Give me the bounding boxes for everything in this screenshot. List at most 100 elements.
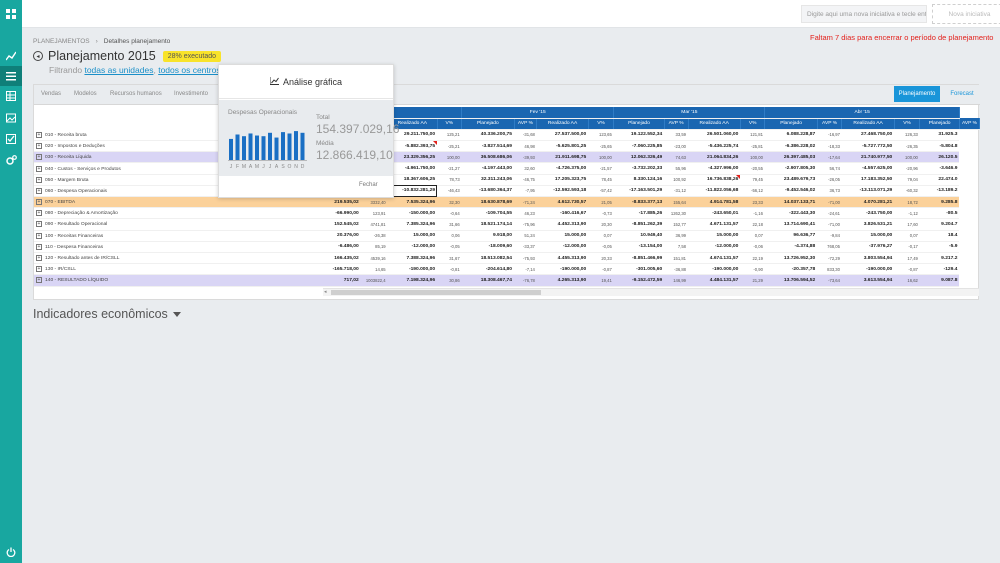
cell-value[interactable]: 21.064.834,26: [688, 151, 741, 164]
cell-value[interactable]: 40.336.200,75: [461, 129, 514, 142]
line-chart-icon[interactable]: [4, 49, 18, 63]
cell-value[interactable]: 31.925.3: [919, 129, 960, 142]
grid-icon[interactable]: [4, 7, 18, 21]
tab-vendas[interactable]: Vendas: [41, 91, 62, 97]
cell-value[interactable]: 14.037.133,71: [764, 196, 818, 209]
cell-value[interactable]: 4.452.313,90: [536, 218, 589, 231]
cell-value[interactable]: 19.122.552,34: [613, 129, 665, 142]
cell-value[interactable]: 23.489.679,73: [764, 174, 818, 186]
cell-value[interactable]: -5.625.801,25: [536, 140, 589, 153]
cell-value[interactable]: -4.726.375,00: [536, 162, 589, 175]
cell-value[interactable]: 3.826.531,21: [841, 218, 895, 231]
cell-value[interactable]: 18.308.467,74: [461, 274, 514, 287]
row-label[interactable]: +090 - Resultado Operacional: [34, 218, 312, 231]
cell-value[interactable]: 21.911.698,75: [536, 151, 589, 164]
cell-value[interactable]: 18.630.878,69: [461, 196, 514, 209]
cell-value[interactable]: -8.833.377,13: [613, 196, 665, 209]
cell-value[interactable]: -6.486,00: [311, 241, 361, 253]
popup-close-button[interactable]: Fechar: [359, 182, 378, 188]
expand-plus-icon[interactable]: +: [36, 154, 42, 161]
row-label[interactable]: +070 - EBITDA: [34, 196, 312, 209]
cell-value[interactable]: -160.416,67: [536, 207, 589, 220]
cell-value[interactable]: -18.009,60: [461, 241, 514, 253]
cell-value[interactable]: -80.5: [919, 207, 960, 220]
tab-recursos-humanos[interactable]: Recursos humanos: [110, 91, 162, 97]
forecast-button[interactable]: Forecast: [950, 91, 974, 97]
expand-plus-icon[interactable]: +: [36, 266, 42, 273]
cell-value[interactable]: -13.189.2: [919, 185, 960, 198]
economic-indicators-heading[interactable]: Indicadores econômicos: [33, 307, 181, 321]
cell-value[interactable]: -7.060.225,85: [613, 140, 665, 153]
cell-value[interactable]: -13.113.071,29: [841, 185, 895, 198]
cell-value[interactable]: -190.000,00: [688, 263, 741, 276]
cell-value[interactable]: -190.000,00: [841, 263, 895, 276]
row-label[interactable]: +130 - IR/CSLL: [34, 263, 312, 276]
cell-value[interactable]: -5.9: [919, 241, 960, 253]
cell-value[interactable]: -3.646.9: [919, 162, 960, 175]
cell-value[interactable]: -243.750,00: [841, 207, 895, 220]
cell-value[interactable]: 20.376,00: [311, 230, 361, 242]
new-initiative-input[interactable]: Digite aqui uma nova iniciativa e tecle …: [801, 5, 927, 23]
cell-value[interactable]: 18.4: [919, 230, 960, 242]
cell-value[interactable]: -165.718,00: [311, 263, 361, 276]
expand-plus-icon[interactable]: +: [36, 232, 42, 239]
cell-value[interactable]: -5.882.393,75: [387, 140, 438, 153]
table-icon[interactable]: [4, 89, 18, 103]
cell-value[interactable]: 32.311.243,06: [461, 174, 514, 186]
filter-units-link[interactable]: todas as unidades: [84, 65, 154, 75]
cell-value[interactable]: 717,02: [311, 274, 361, 287]
cell-value[interactable]: -150.000,00: [387, 207, 438, 220]
cell-value[interactable]: 4.914.781,58: [688, 196, 741, 209]
cell-value[interactable]: -322.443,30: [764, 207, 818, 220]
cell-value[interactable]: -2.907.805,30: [764, 162, 818, 175]
cell-value[interactable]: 13.726.952,30: [764, 252, 818, 265]
cell-value[interactable]: 13.714.690,41: [764, 218, 818, 231]
cell-value[interactable]: -13.680.364,37: [461, 185, 514, 198]
expand-plus-icon[interactable]: +: [36, 255, 42, 262]
cell-value[interactable]: 18.367.606,25: [387, 174, 438, 186]
cell-value[interactable]: -8.851.262,39: [613, 218, 665, 231]
row-label[interactable]: +020 - Impostos e Deduções: [34, 140, 312, 153]
cell-value[interactable]: 4.671.131,57: [688, 218, 741, 231]
cell-value[interactable]: 29.211.750,00: [387, 129, 438, 142]
cell-value[interactable]: 10.949,40: [613, 230, 665, 242]
cell-value[interactable]: 27.537.500,00: [536, 129, 589, 142]
cell-value[interactable]: 4.674.131,57: [688, 252, 741, 265]
row-label[interactable]: +080 - Depreciação & Amortização: [34, 207, 312, 220]
checkbox-icon[interactable]: [4, 132, 18, 146]
cell-value[interactable]: -17.885,26: [613, 207, 665, 220]
cell-value[interactable]: 15.000,00: [688, 230, 741, 242]
cell-value[interactable]: 12.062.326,49: [613, 151, 665, 164]
cell-value[interactable]: 9.918,00: [461, 230, 514, 242]
cell-value[interactable]: 15.000,00: [387, 230, 438, 242]
cell-value[interactable]: 9.285.8: [919, 196, 960, 209]
cell-value[interactable]: 7.388.324,96: [387, 252, 438, 265]
cell-value[interactable]: -4.197.443,00: [461, 162, 514, 175]
cell-value[interactable]: 96.636,77: [764, 230, 818, 242]
expand-plus-icon[interactable]: +: [36, 243, 42, 250]
cell-value[interactable]: 17.205.323,75: [536, 174, 589, 186]
cell-value[interactable]: -12.000,00: [536, 241, 589, 253]
cell-value[interactable]: -5.436.225,74: [688, 140, 741, 153]
cell-value[interactable]: 18.521.174,14: [461, 218, 514, 231]
cell-value[interactable]: 4.455.313,90: [536, 252, 589, 265]
cell-value[interactable]: 22.474.0: [919, 174, 960, 186]
cell-value[interactable]: 7.198.324,96: [387, 274, 438, 287]
cell-value[interactable]: -4.557.625,00: [841, 162, 895, 175]
cell-value[interactable]: -4.327.996,00: [688, 162, 741, 175]
row-label[interactable]: +140 - RESULTADO LÍQUIDO: [34, 274, 312, 287]
gears-icon[interactable]: [4, 153, 18, 167]
cell-value[interactable]: -6.386.228,02: [764, 140, 818, 153]
cell-value[interactable]: -301.005,60: [613, 263, 665, 276]
cell-value[interactable]: -190.000,00: [536, 263, 589, 276]
expand-plus-icon[interactable]: +: [36, 131, 42, 138]
cell-value[interactable]: -204.614,80: [461, 263, 514, 276]
cell-value[interactable]: -11.822.056,68: [688, 185, 741, 198]
cell-value[interactable]: 23.329.356,25: [387, 151, 438, 164]
filter-centers-link[interactable]: todos os centros: [158, 65, 221, 75]
cell-value[interactable]: 27.468.750,00: [841, 129, 895, 142]
cell-value[interactable]: -3.732.202,33: [613, 162, 665, 175]
tab-investimento[interactable]: Investimento: [174, 91, 209, 97]
horizontal-scrollbar[interactable]: ◂: [323, 288, 979, 296]
expand-plus-icon[interactable]: +: [36, 277, 42, 284]
